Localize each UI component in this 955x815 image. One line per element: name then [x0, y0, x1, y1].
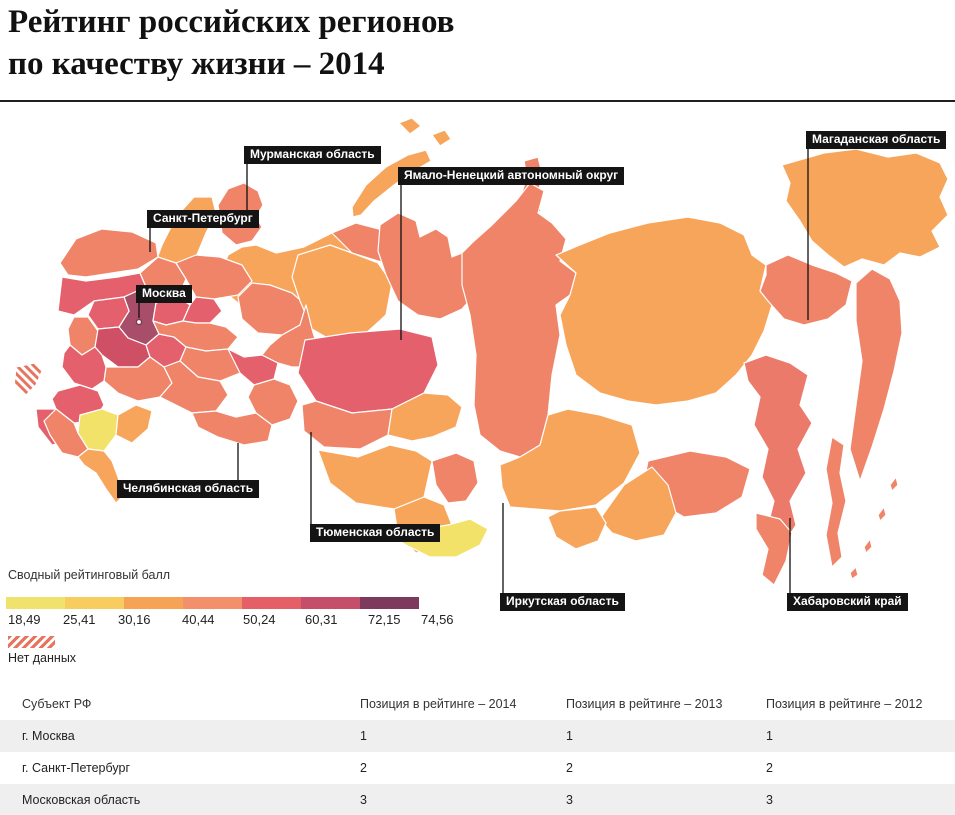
- region-kursk[interactable]: [61, 344, 107, 390]
- region-omsk-novosibirsk[interactable]: [317, 444, 433, 510]
- russia-choropleth-map: [13, 117, 949, 593]
- region-buryatia[interactable]: [547, 506, 607, 550]
- table-row[interactable]: г. Санкт-Петербург 2 2 2: [0, 752, 955, 784]
- cell-rank-2013: 2: [566, 761, 573, 775]
- map-label-murmansk: Мурманская область: [244, 146, 381, 164]
- column-header-region: Субъект РФ: [22, 697, 92, 711]
- legend-segment-3: [124, 597, 183, 609]
- map-label-irkutsk: Иркутская область: [500, 593, 625, 611]
- page-title: Рейтинг российских регионов по качеству …: [8, 2, 454, 85]
- legend-color-scale: [6, 597, 419, 609]
- map-label-magadan: Магаданская область: [806, 131, 947, 149]
- legend-ticks: 18,49 25,41 30,16 40,44 50,24 60,31 72,1…: [6, 612, 466, 628]
- cell-region: г. Москва: [22, 729, 75, 743]
- moscow-city-dot: [135, 318, 143, 326]
- legend-segment-5: [242, 597, 301, 609]
- region-komi[interactable]: [291, 244, 393, 344]
- legend-tick: 74,56: [421, 612, 454, 627]
- column-header-2012: Позиция в рейтинге – 2012: [766, 697, 923, 711]
- title-divider: [0, 100, 955, 102]
- region-volgograd[interactable]: [159, 360, 229, 414]
- region-tomsk[interactable]: [387, 392, 463, 442]
- region-primorye[interactable]: [755, 512, 793, 586]
- legend-segment-1: [6, 597, 65, 609]
- region-kuril-4[interactable]: [889, 476, 899, 492]
- cell-region: г. Санкт-Петербург: [22, 761, 131, 775]
- region-bashkortostan[interactable]: [247, 378, 299, 426]
- legend-title: Сводный рейтинговый балл: [8, 568, 171, 582]
- region-khabarovsk[interactable]: [743, 354, 813, 552]
- legend-segment-6: [301, 597, 360, 609]
- legend-tick: 72,15: [368, 612, 401, 627]
- map-label-moscow: Москва: [136, 285, 192, 303]
- legend-segment-7: [360, 597, 419, 609]
- page-title-line2: по качеству жизни – 2014: [8, 45, 385, 82]
- region-crimea-no-data[interactable]: [13, 362, 43, 398]
- cell-rank-2012: 2: [766, 761, 773, 775]
- legend-tick: 40,44: [182, 612, 215, 627]
- no-data-label: Нет данных: [8, 651, 77, 665]
- legend-segment-2: [65, 597, 124, 609]
- region-arctic-island-a[interactable]: [398, 117, 422, 135]
- region-chelyabinsk-orenburg[interactable]: [191, 410, 273, 446]
- region-chukotka[interactable]: [781, 148, 949, 268]
- map-label-spb: Санкт-Петербург: [147, 210, 259, 228]
- region-khakassia[interactable]: [431, 452, 479, 504]
- legend-tick: 60,31: [305, 612, 338, 627]
- cell-rank-2013: 1: [566, 729, 573, 743]
- region-zabaikalye[interactable]: [599, 466, 677, 542]
- legend-segment-4: [183, 597, 242, 609]
- map-label-khabarovsk: Хабаровский край: [787, 593, 908, 611]
- cell-rank-2014: 3: [360, 793, 367, 807]
- page-title-line1: Рейтинг российских регионов: [8, 4, 455, 40]
- legend-tick: 50,24: [243, 612, 276, 627]
- cell-rank-2014: 1: [360, 729, 367, 743]
- region-kamchatka[interactable]: [849, 268, 903, 482]
- map-label-chelyabinsk: Челябинская область: [117, 480, 260, 498]
- cell-rank-2012: 1: [766, 729, 773, 743]
- region-kuril-3[interactable]: [877, 506, 887, 522]
- cell-region: Московская область: [22, 793, 141, 807]
- table-row[interactable]: Московская область 3 3 3: [0, 784, 955, 815]
- region-kuril-1[interactable]: [849, 566, 859, 580]
- region-astrakhan[interactable]: [115, 404, 153, 444]
- region-kuril-2[interactable]: [863, 538, 873, 554]
- map-label-tyumen: Тюменская область: [310, 524, 441, 542]
- map-label-yamal: Ямало-Ненецкий автономный округ: [398, 167, 625, 185]
- cell-rank-2014: 2: [360, 761, 367, 775]
- no-data-swatch: [8, 636, 55, 648]
- legend-tick: 25,41: [63, 612, 96, 627]
- legend-tick: 30,16: [118, 612, 151, 627]
- legend-tick: 18,49: [8, 612, 41, 627]
- region-magadan[interactable]: [759, 254, 853, 326]
- cell-rank-2012: 3: [766, 793, 773, 807]
- region-novaya-zemlya[interactable]: [351, 149, 432, 218]
- ranking-table: Субъект РФ Позиция в рейтинге – 2014 Поз…: [0, 688, 955, 815]
- region-yamal-nenets[interactable]: [377, 212, 477, 320]
- cell-rank-2013: 3: [566, 793, 573, 807]
- table-row[interactable]: г. Москва 1 1 1: [0, 720, 955, 752]
- region-irkutsk[interactable]: [499, 408, 641, 512]
- region-arctic-island-b[interactable]: [431, 129, 452, 147]
- region-tatarstan[interactable]: [227, 348, 279, 386]
- region-yakutia[interactable]: [555, 216, 773, 406]
- table-header-row: Субъект РФ Позиция в рейтинге – 2014 Поз…: [0, 688, 955, 720]
- column-header-2014: Позиция в рейтинге – 2014: [360, 697, 517, 711]
- region-sakhalin[interactable]: [825, 436, 847, 568]
- column-header-2013: Позиция в рейтинге – 2013: [566, 697, 723, 711]
